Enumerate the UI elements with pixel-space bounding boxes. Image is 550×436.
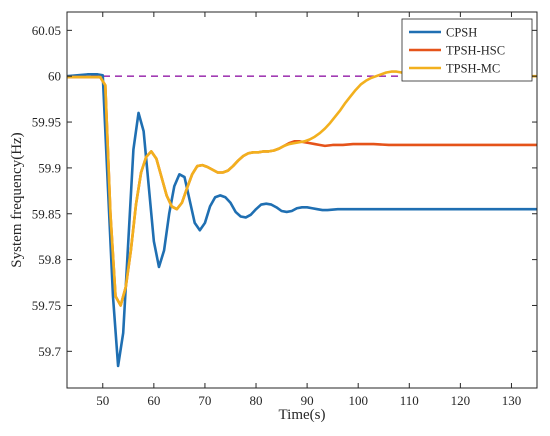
x-tick-label: 100 <box>348 393 368 408</box>
x-tick-label: 120 <box>451 393 471 408</box>
x-tick-label: 110 <box>400 393 419 408</box>
y-tick-label: 59.85 <box>32 206 61 221</box>
y-axis-title: System frequency(Hz) <box>9 132 25 267</box>
legend-label-cpsh: CPSH <box>446 26 477 40</box>
legend-label-tpsh-mc: TPSH-MC <box>446 62 500 76</box>
x-tick-label: 90 <box>301 393 314 408</box>
legend: CPSH TPSH-HSC TPSH-MC <box>401 18 533 82</box>
tick-layer: 50 60 70 80 90 100 110 120 130 59.7 59.75 59.8 59.85… <box>32 12 537 408</box>
plot-frame <box>66 11 538 389</box>
x-tick-label: 130 <box>502 393 522 408</box>
y-tick-label: 59.9 <box>38 160 61 175</box>
x-tick-label: 60 <box>147 393 160 408</box>
series-layer <box>67 70 537 368</box>
legend-label-tpsh-hsc: TPSH-HSC <box>446 44 505 58</box>
x-tick-label: 50 <box>96 393 109 408</box>
series-line-tpsh-mc <box>67 70 537 307</box>
x-axis-title: Time(s) <box>279 407 326 423</box>
x-tick-label: 70 <box>198 393 211 408</box>
y-tick-label: 60 <box>48 69 61 84</box>
x-tick-label: 80 <box>250 393 263 408</box>
y-tick-label: 59.95 <box>32 115 61 130</box>
y-tick-label: 59.75 <box>32 298 61 313</box>
series-line-cpsh <box>67 73 537 368</box>
y-tick-label: 60.05 <box>32 23 61 38</box>
y-tick-label: 59.7 <box>38 344 61 359</box>
y-tick-label: 59.8 <box>38 252 61 267</box>
